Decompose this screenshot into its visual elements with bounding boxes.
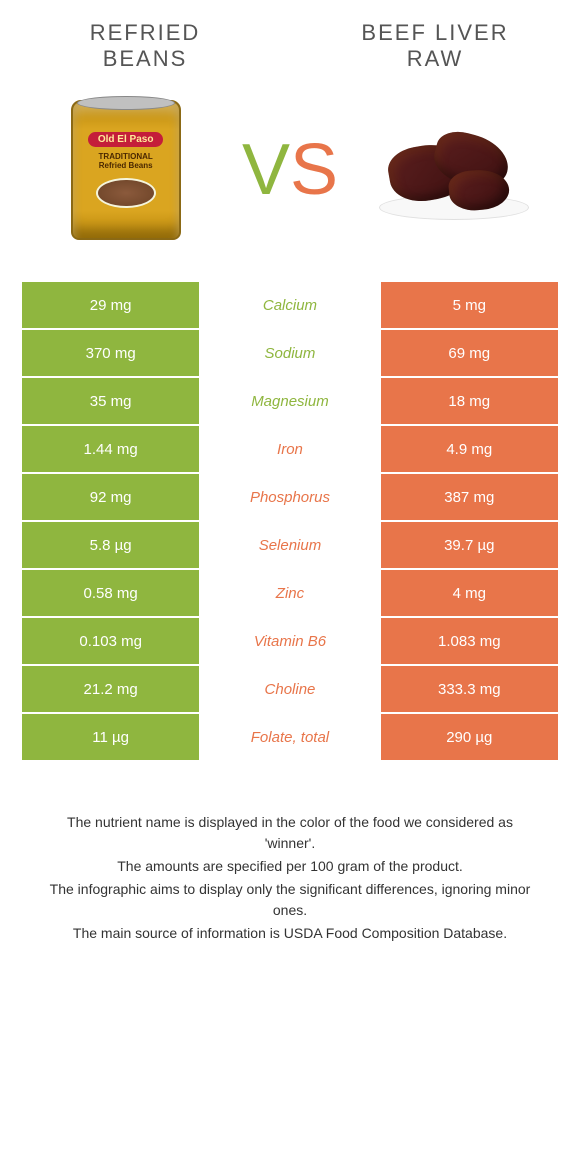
table-row: 21.2 mgCholine333.3 mg (21, 665, 559, 713)
nutrient-name: Calcium (200, 281, 379, 329)
can-label: TRADITIONALRefried Beans (99, 153, 153, 171)
nutrient-name: Phosphorus (200, 473, 379, 521)
nutrient-name: Choline (200, 665, 379, 713)
nutrient-left-value: 0.58 mg (21, 569, 200, 617)
nutrient-name: Magnesium (200, 377, 379, 425)
nutrient-left-value: 35 mg (21, 377, 200, 425)
nutrient-left-value: 370 mg (21, 329, 200, 377)
table-row: 370 mgSodium69 mg (21, 329, 559, 377)
nutrient-right-value: 290 µg (380, 713, 559, 761)
footer-line1: The nutrient name is displayed in the co… (40, 812, 540, 854)
nutrient-right-value: 333.3 mg (380, 665, 559, 713)
food-right-title-line2: Raw (407, 46, 464, 71)
nutrient-left-value: 11 µg (21, 713, 200, 761)
food-left-image: Old El Paso TRADITIONALRefried Beans (51, 95, 201, 245)
footer-line3: The infographic aims to display only the… (40, 879, 540, 921)
table-row: 0.58 mgZinc4 mg (21, 569, 559, 617)
nutrient-table: 29 mgCalcium5 mg370 mgSodium69 mg35 mgMa… (20, 280, 560, 762)
table-row: 92 mgPhosphorus387 mg (21, 473, 559, 521)
food-left-title-line2: Beans (103, 46, 188, 71)
nutrient-right-value: 39.7 µg (380, 521, 559, 569)
nutrient-name: Iron (200, 425, 379, 473)
vs-s: S (290, 129, 338, 211)
table-row: 35 mgMagnesium18 mg (21, 377, 559, 425)
nutrient-name: Sodium (200, 329, 379, 377)
table-row: 1.44 mgIron4.9 mg (21, 425, 559, 473)
header: Refried Beans Beef Liver Raw (0, 0, 580, 80)
nutrient-left-value: 21.2 mg (21, 665, 200, 713)
can-brand: Old El Paso (88, 132, 164, 147)
nutrient-left-value: 29 mg (21, 281, 200, 329)
food-left-title: Refried Beans (0, 20, 290, 73)
nutrient-left-value: 0.103 mg (21, 617, 200, 665)
footer-notes: The nutrient name is displayed in the co… (0, 782, 580, 976)
table-row: 0.103 mgVitamin B61.083 mg (21, 617, 559, 665)
nutrient-right-value: 387 mg (380, 473, 559, 521)
nutrient-right-value: 18 mg (380, 377, 559, 425)
hero-section: Old El Paso TRADITIONALRefried Beans VS (0, 80, 580, 260)
nutrient-name: Selenium (200, 521, 379, 569)
footer-line4: The main source of information is USDA F… (40, 923, 540, 944)
footer-line2: The amounts are specified per 100 gram o… (40, 856, 540, 877)
nutrient-name: Vitamin B6 (200, 617, 379, 665)
nutrient-left-value: 5.8 µg (21, 521, 200, 569)
nutrient-name: Zinc (200, 569, 379, 617)
table-row: 11 µgFolate, total290 µg (21, 713, 559, 761)
food-left-title-line1: Refried (90, 20, 201, 45)
table-row: 5.8 µgSelenium39.7 µg (21, 521, 559, 569)
table-row: 29 mgCalcium5 mg (21, 281, 559, 329)
liver-icon (379, 125, 529, 215)
vs-v: V (242, 129, 290, 211)
nutrient-left-value: 92 mg (21, 473, 200, 521)
can-icon: Old El Paso TRADITIONALRefried Beans (71, 100, 181, 240)
food-right-title: Beef Liver Raw (290, 20, 580, 73)
nutrient-right-value: 5 mg (380, 281, 559, 329)
food-right-image (379, 95, 529, 245)
nutrient-left-value: 1.44 mg (21, 425, 200, 473)
nutrient-right-value: 4 mg (380, 569, 559, 617)
vs-label: VS (242, 129, 338, 211)
can-bowl-icon (96, 178, 156, 208)
nutrient-name: Folate, total (200, 713, 379, 761)
nutrient-right-value: 1.083 mg (380, 617, 559, 665)
nutrient-right-value: 69 mg (380, 329, 559, 377)
food-right-title-line1: Beef Liver (361, 20, 508, 45)
nutrient-right-value: 4.9 mg (380, 425, 559, 473)
